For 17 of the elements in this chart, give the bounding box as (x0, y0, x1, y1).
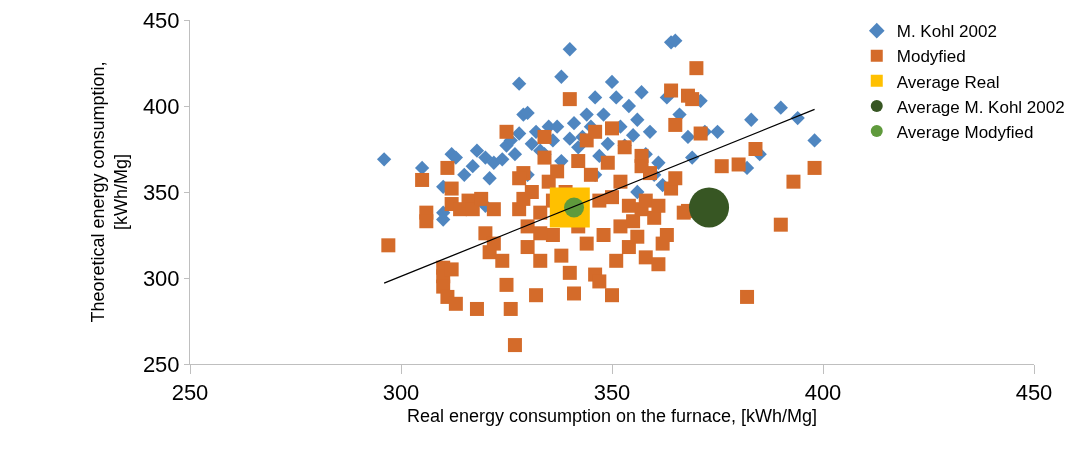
y-tick-label: 400 (142, 93, 180, 119)
legend-label: Modyfied (896, 47, 966, 67)
x-tick-label: 250 (171, 380, 209, 406)
x-tick-label: 300 (382, 380, 420, 406)
x-tick-label: 400 (804, 380, 842, 406)
legend-label: Average Real (896, 72, 1000, 92)
x-tick-label: 350 (593, 380, 631, 406)
y-tick-label: 300 (142, 265, 180, 291)
y-tick-label: 450 (142, 7, 180, 33)
legend-label: Average M. Kohl 2002 (896, 97, 1065, 117)
legend-label: Average Modyfied (896, 122, 1034, 142)
x-tick-label: 450 (1015, 380, 1053, 406)
y-tick-label: 250 (142, 351, 180, 377)
y-axis-title: Theoretical energy consumption, [kWh/Mg] (87, 61, 132, 323)
legend-label: M. Kohl 2002 (896, 22, 997, 42)
y-tick-label: 350 (142, 179, 180, 205)
x-axis-title: Real energy consumption on the furnace, [kWh/Mg] (406, 405, 818, 426)
